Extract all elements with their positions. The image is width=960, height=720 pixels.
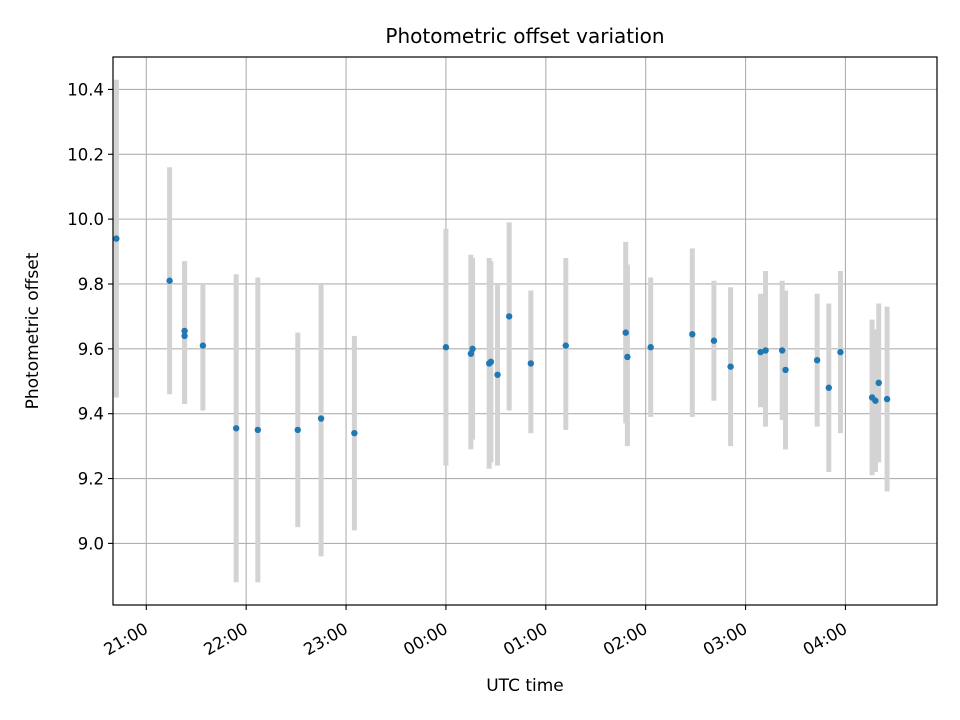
- y-tick-label: 9.8: [78, 275, 104, 294]
- data-points: [113, 235, 891, 437]
- data-point: [199, 342, 207, 349]
- data-point: [181, 332, 188, 340]
- x-tick-label: 04:00: [800, 619, 851, 659]
- x-tick-label: 03:00: [700, 619, 751, 659]
- data-point: [181, 327, 188, 335]
- plot-area-frame: [112, 56, 938, 606]
- data-point: [351, 429, 358, 437]
- data-point: [527, 360, 535, 367]
- data-point: [467, 350, 475, 357]
- data-point: [883, 395, 891, 403]
- data-point: [469, 345, 476, 353]
- y-tick-label: 10.2: [67, 145, 104, 164]
- y-tick-label: 10.0: [67, 210, 104, 229]
- y-axis-ticks: 9.0 9.2 9.4 9.6 9.8 10.0 10.2 10.4: [67, 80, 113, 553]
- data-point: [710, 337, 718, 344]
- data-point: [505, 313, 513, 320]
- data-point: [778, 347, 786, 354]
- data-point: [622, 329, 629, 336]
- data-point: [825, 384, 832, 391]
- x-tick-label: 02:00: [600, 619, 651, 659]
- data-point: [113, 235, 120, 242]
- data-point: [487, 358, 495, 366]
- y-axis-label: Photometric offset: [23, 252, 43, 409]
- data-point: [689, 331, 696, 338]
- data-point: [494, 371, 501, 378]
- data-point: [872, 397, 879, 404]
- data-point: [813, 356, 821, 364]
- y-tick-label: 10.4: [67, 80, 104, 99]
- data-point: [782, 366, 789, 374]
- y-tick-label: 9.0: [78, 534, 104, 553]
- data-point: [254, 426, 262, 434]
- grid: [113, 57, 937, 605]
- x-axis-ticks: 21:00 22:00 23:00 00:00 01:00 02:00 03:00 04:00: [101, 605, 851, 659]
- data-point: [647, 344, 654, 351]
- data-point: [757, 348, 764, 356]
- data-point: [727, 363, 734, 370]
- x-tick-label: 00:00: [400, 619, 451, 659]
- x-axis-label: UTC time: [486, 676, 564, 696]
- data-point: [562, 342, 569, 349]
- data-point: [294, 426, 301, 434]
- data-point: [762, 347, 769, 354]
- x-tick-label: 23:00: [300, 619, 351, 659]
- data-point: [875, 379, 882, 387]
- x-tick-label: 22:00: [200, 619, 251, 659]
- x-tick-label: 01:00: [500, 619, 551, 659]
- data-point: [837, 348, 844, 356]
- y-tick-label: 9.4: [78, 405, 104, 424]
- error-bars: [113, 79, 890, 583]
- y-tick-label: 9.6: [78, 340, 104, 359]
- data-point: [166, 277, 173, 284]
- data-point: [624, 353, 631, 361]
- x-tick-label: 21:00: [101, 619, 152, 659]
- y-tick-label: 9.2: [78, 470, 104, 489]
- data-point: [442, 344, 450, 351]
- chart-title: Photometric offset variation: [385, 24, 664, 48]
- data-point: [317, 415, 325, 422]
- data-point: [232, 425, 240, 432]
